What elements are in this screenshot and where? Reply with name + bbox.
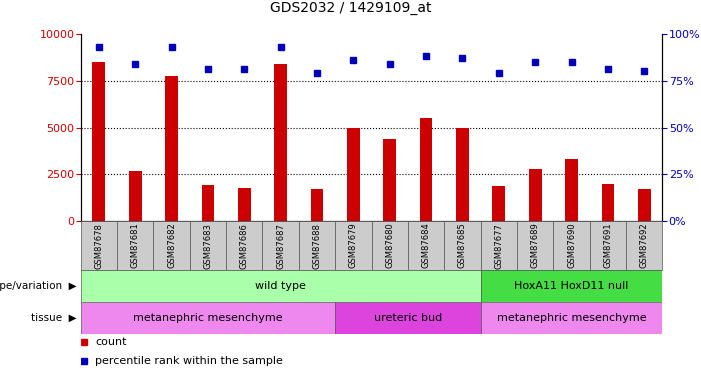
Bar	[238, 188, 251, 221]
Text: GSM87691: GSM87691	[604, 223, 613, 268]
Bar	[311, 189, 323, 221]
Bar	[335, 302, 481, 334]
Bar	[590, 221, 626, 270]
Bar	[638, 189, 651, 221]
Text: GSM87688: GSM87688	[313, 223, 322, 268]
Bar	[81, 270, 481, 302]
Text: tissue  ▶: tissue ▶	[32, 313, 77, 323]
Bar	[226, 221, 262, 270]
Text: GSM87680: GSM87680	[386, 223, 394, 268]
Bar	[372, 221, 408, 270]
Text: count: count	[95, 337, 127, 347]
Bar	[481, 221, 517, 270]
Text: GSM87689: GSM87689	[531, 223, 540, 268]
Bar	[335, 221, 372, 270]
Text: GSM87686: GSM87686	[240, 223, 249, 268]
Bar	[117, 221, 154, 270]
Bar	[408, 221, 444, 270]
Text: GSM87682: GSM87682	[167, 223, 176, 268]
Text: GSM87677: GSM87677	[494, 223, 503, 268]
Bar	[81, 221, 117, 270]
Text: percentile rank within the sample: percentile rank within the sample	[95, 356, 283, 366]
Text: GSM87683: GSM87683	[203, 223, 212, 268]
Text: GSM87687: GSM87687	[276, 223, 285, 268]
Bar	[93, 62, 105, 221]
Bar	[481, 270, 662, 302]
Text: GSM87690: GSM87690	[567, 223, 576, 268]
Text: GSM87685: GSM87685	[458, 223, 467, 268]
Text: metanephric mesenchyme: metanephric mesenchyme	[133, 313, 283, 323]
Text: GSM87678: GSM87678	[95, 223, 103, 268]
Bar	[274, 64, 287, 221]
Text: GDS2032 / 1429109_at: GDS2032 / 1429109_at	[270, 1, 431, 15]
Bar	[190, 221, 226, 270]
Text: GSM87684: GSM87684	[421, 223, 430, 268]
Bar	[81, 302, 335, 334]
Bar	[383, 139, 396, 221]
Text: GSM87692: GSM87692	[640, 223, 648, 268]
Text: wild type: wild type	[255, 281, 306, 291]
Bar	[529, 169, 542, 221]
Text: metanephric mesenchyme: metanephric mesenchyme	[497, 313, 646, 323]
Bar	[601, 184, 614, 221]
Bar	[154, 221, 190, 270]
Bar	[262, 221, 299, 270]
Text: HoxA11 HoxD11 null: HoxA11 HoxD11 null	[515, 281, 629, 291]
Bar	[517, 221, 553, 270]
Bar	[347, 128, 360, 221]
Bar	[492, 186, 505, 221]
Text: genotype/variation  ▶: genotype/variation ▶	[0, 281, 77, 291]
Bar	[456, 128, 469, 221]
Bar	[299, 221, 335, 270]
Bar	[481, 302, 662, 334]
Text: ureteric bud: ureteric bud	[374, 313, 442, 323]
Bar	[165, 76, 178, 221]
Bar	[626, 221, 662, 270]
Bar	[129, 171, 142, 221]
Text: GSM87681: GSM87681	[130, 223, 139, 268]
Bar	[565, 159, 578, 221]
Text: GSM87679: GSM87679	[349, 223, 358, 268]
Bar	[201, 185, 215, 221]
Bar	[444, 221, 481, 270]
Bar	[420, 118, 433, 221]
Bar	[553, 221, 590, 270]
